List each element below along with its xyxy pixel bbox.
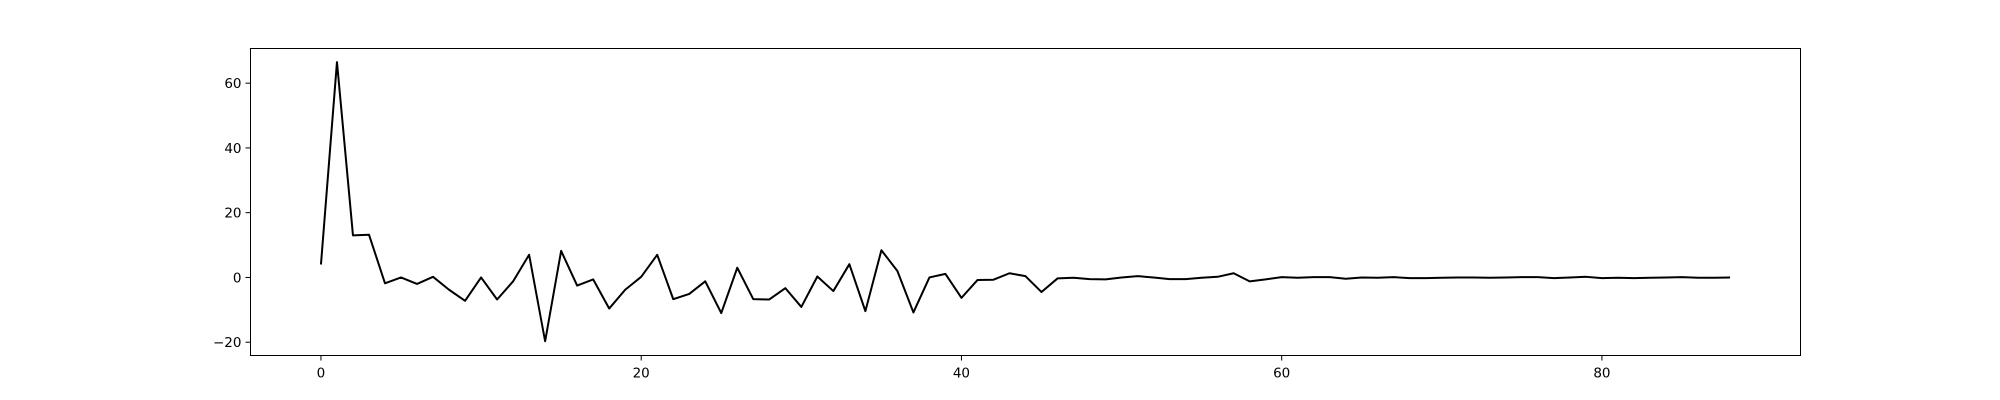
- x-tick-label: 60: [1273, 366, 1290, 382]
- series-line: [319, 61, 1731, 343]
- x-tick-label: 40: [953, 366, 970, 382]
- x-tick-label: 20: [633, 366, 650, 382]
- series-group: [319, 61, 1731, 343]
- x-axis: 0 20 40 60 80: [317, 355, 1611, 382]
- y-tick-label: −20: [213, 335, 242, 351]
- y-tick-label: 0: [233, 270, 242, 286]
- plot-frame: [250, 48, 1801, 356]
- y-tick-label: 20: [224, 206, 241, 222]
- y-tick-label: 60: [224, 76, 241, 92]
- x-tick-label: 0: [317, 366, 326, 382]
- y-tick-label: 40: [224, 141, 241, 157]
- y-axis: −20 0 20 40 60: [213, 76, 251, 351]
- x-tick-label: 80: [1593, 366, 1610, 382]
